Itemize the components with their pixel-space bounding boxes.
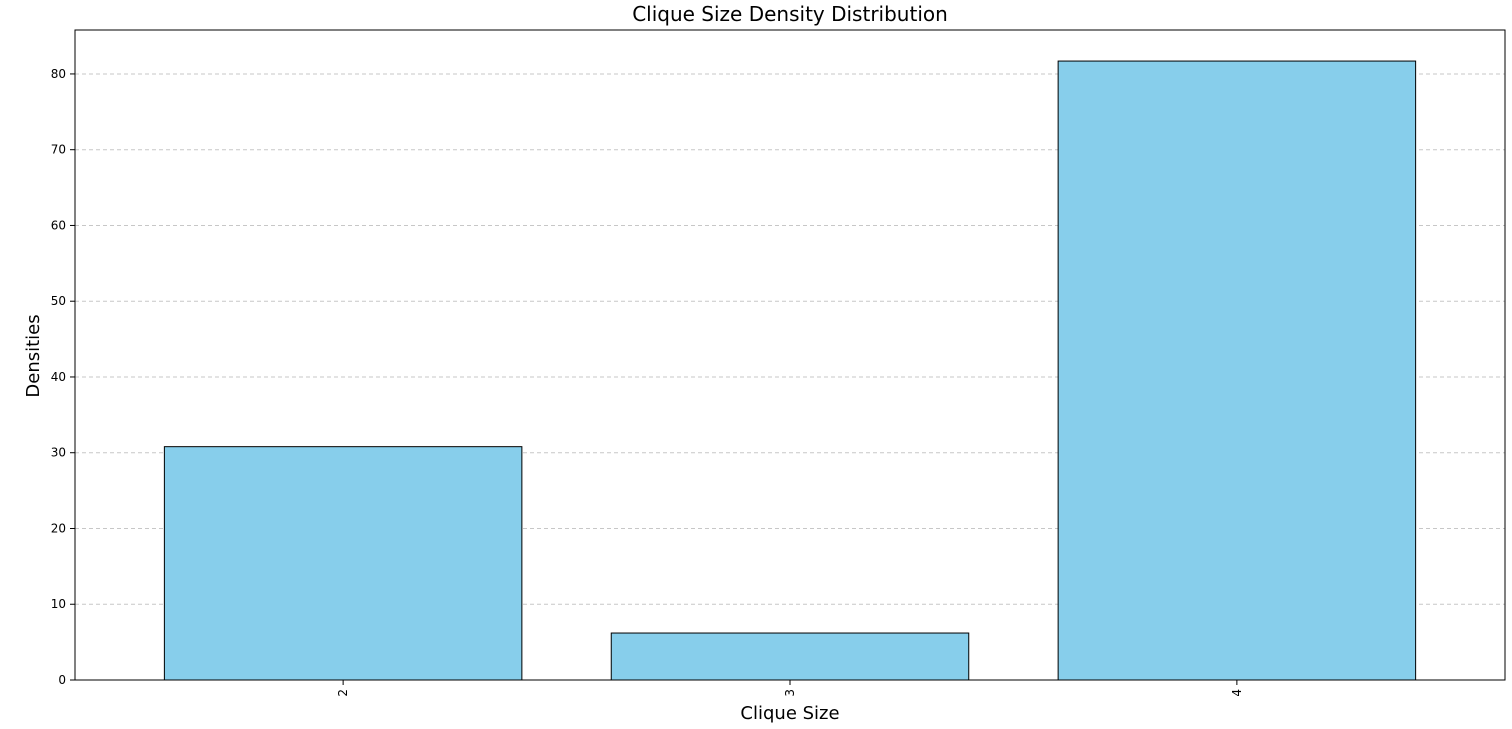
x-axis-label: Clique Size	[740, 703, 839, 724]
x-tick-label: 4	[1230, 689, 1244, 697]
bar-4	[1057, 60, 1417, 681]
y-tick-label: 80	[51, 67, 66, 81]
x-tick-label: 3	[783, 689, 797, 697]
y-tick-label: 20	[51, 521, 66, 535]
y-tick-label: 40	[51, 370, 66, 384]
y-axis: 0 10 20 30 40 50 60 70 80	[51, 67, 75, 687]
y-axis-label: Densities	[23, 314, 44, 397]
bar-2	[163, 446, 523, 681]
bars	[163, 60, 1417, 681]
y-tick-label: 70	[51, 143, 66, 157]
y-tick-label: 0	[58, 673, 66, 687]
x-axis: 2 3 4	[336, 680, 1244, 697]
x-tick-label: 2	[336, 689, 350, 697]
y-tick-label: 60	[51, 218, 66, 232]
y-tick-label: 10	[51, 597, 66, 611]
plot-frame	[74, 29, 1506, 681]
bar-3	[610, 632, 970, 681]
y-tick-label: 30	[51, 446, 66, 460]
y-tick-label: 50	[51, 294, 66, 308]
chart-title: Clique Size Density Distribution	[632, 2, 948, 26]
